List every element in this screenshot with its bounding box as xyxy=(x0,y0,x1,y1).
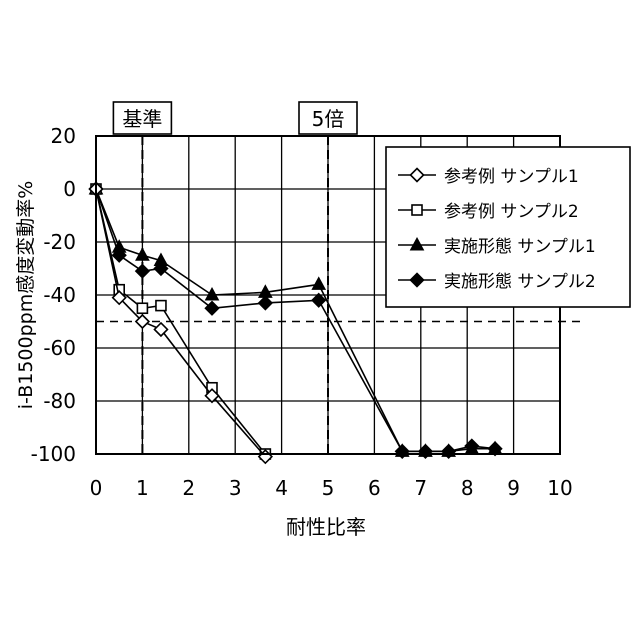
y-tick-label: -40 xyxy=(43,283,76,307)
legend-label: 参考例 サンプル1 xyxy=(444,167,579,187)
x-tick-label: 7 xyxy=(414,476,427,500)
y-tick-label: 0 xyxy=(63,177,76,201)
x-axis-label: 耐性比率 xyxy=(286,515,366,539)
annotation-label: 5倍 xyxy=(312,107,345,131)
annotation-label: 基準 xyxy=(122,107,162,131)
x-tick-label: 4 xyxy=(275,476,288,500)
y-axis-label: i-B1500ppm感度変動率% xyxy=(15,181,37,410)
x-tick-label: 10 xyxy=(547,476,572,500)
x-tick-label: 0 xyxy=(90,476,103,500)
y-tick-label: -20 xyxy=(43,230,76,254)
data-point xyxy=(412,205,422,215)
data-point xyxy=(137,303,147,313)
y-tick-label: 20 xyxy=(51,124,76,148)
x-tick-label: 3 xyxy=(229,476,242,500)
legend-label: 参考例 サンプル2 xyxy=(444,202,579,222)
y-tick-label: -80 xyxy=(43,389,76,413)
x-tick-label: 6 xyxy=(368,476,381,500)
data-point xyxy=(156,301,166,311)
y-tick-label: -60 xyxy=(43,336,76,360)
x-tick-label: 8 xyxy=(461,476,474,500)
x-tick-label: 9 xyxy=(507,476,520,500)
legend-label: 実施形態 サンプル1 xyxy=(444,237,596,257)
x-tick-label: 5 xyxy=(322,476,335,500)
y-tick-label: -100 xyxy=(31,442,76,466)
legend-label: 実施形態 サンプル2 xyxy=(444,272,596,292)
x-tick-label: 2 xyxy=(182,476,195,500)
legend: 参考例 サンプル1 参考例 サンプル2 実施形態 サンプル1 実施形態 サンプル2 xyxy=(386,147,630,307)
x-tick-label: 1 xyxy=(136,476,149,500)
